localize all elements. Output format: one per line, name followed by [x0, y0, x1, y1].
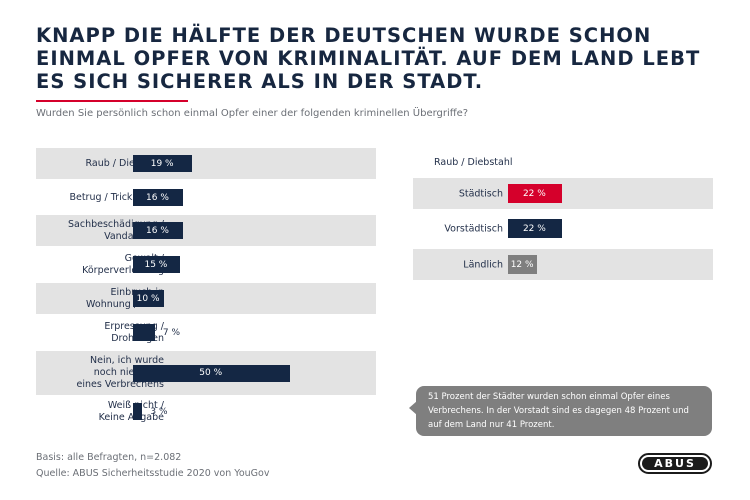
detail-bar: 22 % [508, 219, 562, 238]
category-label: Weiß nicht / Keine Angabe [34, 400, 164, 424]
bar: 50 % [133, 364, 290, 382]
bar: 10 % [133, 290, 165, 307]
detail-category-label: Städtisch [458, 188, 503, 199]
detail-category-label: Vorstädtisch [444, 223, 503, 234]
bar: 19 % [133, 155, 193, 172]
chart-row: Sachbeschädigung /Vandalismus16 % [36, 215, 376, 246]
footer-source: Quelle: ABUS Sicherheitsstudie 2020 von … [36, 468, 270, 479]
bar: 16 % [133, 222, 184, 239]
detail-bar-value-label: 22 % [522, 188, 546, 199]
chart-subtitle: Wurden Sie persönlich schon einmal Opfer… [36, 108, 469, 119]
category-label: Betrug / Trickbetrug [34, 192, 164, 204]
category-label-line: Raub / Diebstahl [85, 157, 165, 169]
abus-logo: ABUS [638, 453, 712, 474]
category-label-line: Nein, ich wurde [90, 355, 164, 366]
detail-bar: 22 % [508, 184, 562, 203]
category-label-line: eines Verbrechens [76, 379, 164, 390]
bar-value-label: 7 % [162, 327, 181, 338]
bar-value-label: 16 % [146, 225, 169, 236]
chart-title: KNAPP DIE HÄLFTE DER DEUTSCHEN WURDE SCH… [36, 24, 701, 93]
bar: 16 % [133, 189, 184, 206]
category-label-line: Körperverletzung [82, 264, 164, 276]
bar [133, 324, 155, 341]
detail-row: Vorstädtisch 22 % [413, 213, 713, 244]
detail-category-label: Ländlich [463, 259, 503, 270]
category-label-line: Weiß nicht / [107, 399, 164, 411]
chart-row: Betrug / Trickbetrug 16 % [36, 182, 376, 213]
callout-text: 51 Prozent der Städter wurden schon einm… [428, 392, 689, 430]
chart-row: Raub / Diebstahl 19 % [36, 148, 376, 179]
callout-pointer [409, 401, 417, 415]
detail-bar-value-label: 12 % [510, 259, 534, 270]
bar: 15 % [133, 256, 180, 273]
bar-value-label: 50 % [199, 368, 223, 378]
detail-chart-title: Raub / Diebstahl [434, 157, 513, 168]
chart-row: Erpressung /Drohungen7 % [36, 317, 376, 348]
callout-note: 51 Prozent der Städter wurden schon einm… [409, 386, 712, 436]
category-label-line: Betrug / Trickbetrug [69, 191, 164, 203]
bar-value-label: 16 % [146, 192, 169, 203]
abus-logo-text: ABUS [642, 457, 708, 470]
category-label-line: noch nie Opfer [93, 367, 164, 378]
bar-value-label: 19 % [150, 158, 174, 169]
bar [133, 403, 143, 420]
bar-value-label: 10 % [136, 293, 160, 304]
detail-bar: 12 % [508, 255, 538, 274]
category-label: Nein, ich wurde noch nie Opfer eines Verbr… [34, 355, 164, 391]
detail-row: Ländlich 12 % [413, 249, 713, 280]
chart-row: Weiß nicht / Keine Angabe 3 % [36, 396, 376, 427]
bar-value-label: 15 % [144, 259, 168, 270]
footer-basis: Basis: alle Befragten, n=2.082 [36, 452, 182, 463]
title-underline [36, 100, 188, 102]
detail-row: Städtisch 22 % [413, 178, 713, 209]
bar-value-label: 3 % [150, 406, 168, 417]
chart-row: Nein, ich wurde noch nie Opfer eines Verbr… [36, 351, 376, 395]
category-label-line: Keine Angabe [98, 411, 164, 423]
category-label-line: Sachbeschädigung / [68, 218, 164, 230]
category-label: Raub / Diebstahl [34, 157, 165, 170]
category-label-line: Wohnung / Haus [86, 298, 164, 310]
detail-bar-value-label: 22 % [522, 223, 546, 234]
